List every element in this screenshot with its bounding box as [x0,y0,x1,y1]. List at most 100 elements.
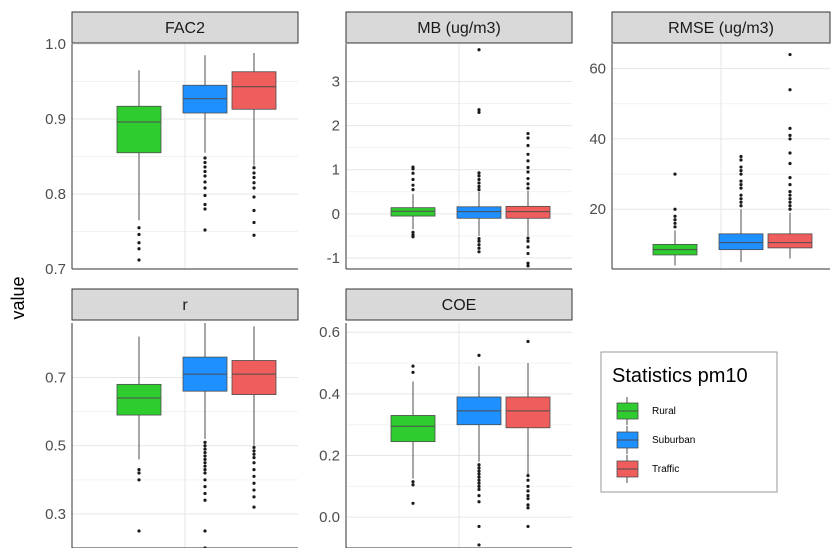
outlier-point [526,524,530,529]
box-rural [390,364,436,505]
outlier-point [252,452,256,456]
outlier-point [203,498,207,502]
panel-title: RMSE (ug/m3) [668,20,774,37]
outlier-point [477,239,481,243]
legend: Statistics pm10 Rural Suburban Traffic [600,351,778,493]
outlier-point [477,494,481,498]
outlier-point [526,143,530,148]
outlier-point [477,463,481,467]
box-suburban [182,55,228,232]
y-tick-label: 0 [332,206,340,223]
outlier-point [526,170,530,174]
outlier-point [526,239,530,243]
box-suburban [456,48,502,254]
outlier-point [203,180,207,184]
outlier-point [526,131,530,136]
outlier-point [203,464,207,468]
y-tick-label: 0.4 [319,386,340,403]
outlier-point [788,207,792,211]
outlier-point [526,261,530,265]
outlier-point [203,440,207,444]
outlier-point [526,186,530,190]
legend-item-traffic: Traffic [616,455,679,483]
outlier-point [477,478,481,482]
outlier-point [252,171,256,175]
outlier-point [411,480,415,484]
outlier-point [477,48,481,52]
y-tick-label: 3 [332,74,340,91]
panel-title: FAC2 [165,20,205,37]
outlier-point [411,501,415,505]
y-tick-label: 1.0 [45,36,66,53]
outlier-point [526,165,530,170]
outlier-point [252,233,256,237]
outlier-point [673,218,677,222]
panel-title: r [182,297,188,314]
outlier-point [788,204,792,208]
box-suburban [182,323,228,548]
outlier-point [788,88,792,92]
y-tick-label: 0.5 [45,438,66,455]
outlier-point [739,179,743,183]
outlier-point [411,165,415,169]
outlier-point [411,235,415,239]
outlier-point [526,245,530,249]
outlier-point [252,181,256,185]
outlier-point [252,195,256,199]
outlier-point [673,221,677,225]
outlier-point [526,136,530,140]
outlier-point [526,152,530,156]
outlier-point [252,467,256,472]
outlier-point [252,461,256,465]
outlier-point [477,174,481,178]
outlier-point [477,184,481,189]
outlier-point [739,168,743,173]
box-iqr [116,383,162,416]
outlier-point [252,488,256,492]
y-axis-label: value [8,276,28,319]
outlier-point [411,483,415,487]
outlier-point [477,246,481,250]
outlier-point [526,506,530,510]
outlier-point [203,169,207,174]
y-tick-label: 0.2 [319,448,340,465]
legend-item-suburban: Suburban [616,426,695,454]
outlier-point [203,478,207,482]
y-tick-label: 0.7 [45,261,66,278]
outlier-point [739,172,743,176]
y-tick-label: 1 [332,162,340,179]
outlier-point [739,183,743,187]
outlier-point [477,110,481,114]
legend-items: Rural Suburban Traffic [616,397,695,483]
outlier-point [526,494,530,498]
outlier-point [411,183,415,187]
outlier-point [203,454,207,458]
outlier-point [788,137,792,141]
outlier-point [526,251,530,256]
panel-strip [71,11,299,44]
outlier-point [203,174,207,178]
outlier-point [477,475,481,479]
outlier-point [203,485,207,489]
outlier-point [477,472,481,476]
outlier-point [477,171,481,175]
outlier-point [203,444,207,448]
outlier-point [252,449,256,453]
legend-item-label: Rural [652,406,676,417]
box-suburban [456,353,502,547]
outlier-point [137,247,141,251]
outlier-point [477,177,481,182]
y-tick-label: 0.8 [45,186,66,203]
outlier-point [739,186,743,190]
outlier-point [477,243,481,247]
outlier-point [137,529,141,533]
outlier-point [203,193,207,198]
outlier-point [137,258,141,262]
outlier-point [252,456,256,460]
outlier-point [673,207,677,211]
outlier-point [203,467,207,472]
y-tick-label: 0.0 [319,509,340,526]
panel-plot-area [72,323,298,548]
outlier-point [203,491,207,496]
